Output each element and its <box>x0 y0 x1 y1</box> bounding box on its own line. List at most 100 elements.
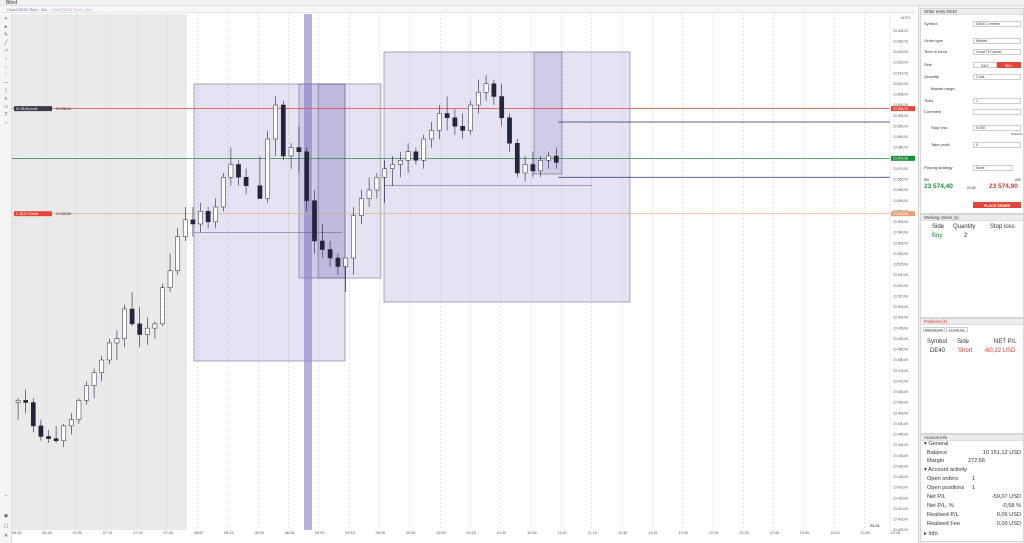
price-tick-label: 23 565,00 <box>893 178 908 182</box>
candle <box>182 207 188 241</box>
candle <box>429 122 434 148</box>
vertical-line-icon[interactable]: | <box>5 88 7 94</box>
crosshair-icon[interactable]: + <box>4 16 8 22</box>
eye-icon[interactable]: ◉ <box>3 513 9 519</box>
candle <box>288 143 294 169</box>
zoom-out-icon[interactable]: − <box>4 493 8 499</box>
tab-chart-de30[interactable]: Chart DE30 Time - 3m <box>51 7 91 12</box>
placing-strategy-select[interactable]: None <box>973 165 1013 171</box>
candle-body <box>436 113 442 131</box>
candle <box>468 100 473 135</box>
ticks-field[interactable]: 1 <box>973 98 1021 104</box>
candle-body <box>46 436 51 439</box>
net-pl-label: Net P/L <box>927 494 946 500</box>
candle <box>167 253 173 292</box>
price-tick-label: 23 635,00 <box>893 29 908 33</box>
open-positions-label: Open positions <box>927 485 965 491</box>
symbol-select[interactable]: DE40 1 meters <box>973 21 1021 27</box>
place-order-button[interactable]: PLACE ORDER <box>973 202 1021 208</box>
candle <box>129 292 135 326</box>
row-net-pl: -60,22 USD <box>984 348 1016 354</box>
order-type-select[interactable]: Market <box>973 38 1021 44</box>
market-range-checkbox-label[interactable]: Market range <box>931 86 955 91</box>
tif-select[interactable]: Good Til Cancel <box>973 49 1021 55</box>
col-net-pl: NET P/L <box>994 339 1017 345</box>
close-all-button[interactable]: CLOSE ALL <box>946 327 968 332</box>
tab-chart-de40[interactable]: Chart DE40 Time - 3m <box>7 7 47 12</box>
magnet-icon[interactable]: ∩ <box>4 120 8 126</box>
price-chart[interactable]: AUTO 23 635,00 23 630,00 23 625,00 23 620,00… <box>12 14 916 539</box>
price-tick-label: 23 560,00 <box>893 188 908 192</box>
sell-button[interactable]: SELL <box>997 62 1021 68</box>
candle <box>413 147 419 165</box>
candle <box>114 330 120 360</box>
cursor-icon[interactable]: ▸ <box>4 24 8 30</box>
realised-fee-value: 0,00 USD <box>996 521 1021 527</box>
arrow-up-icon[interactable]: ↑ <box>4 72 8 78</box>
pencil-icon[interactable]: ✎ <box>3 32 9 38</box>
candle <box>522 156 528 182</box>
candle-body <box>491 83 497 97</box>
fib-icon[interactable]: ≡ <box>4 96 8 102</box>
bid-price[interactable]: 23 574,40 <box>924 183 953 190</box>
account-activity-section[interactable]: ▾ Account activity <box>924 467 967 473</box>
positions-panel: Positions (1) BREAKEVEN CLOSE ALL Symbol… <box>920 318 1024 434</box>
candle <box>243 168 249 195</box>
price-tick-label: 23 535,00 <box>893 241 908 245</box>
trash-icon[interactable]: ✕ <box>3 533 9 539</box>
buy-button[interactable]: BUY <box>973 62 997 68</box>
time-tick-label: 08:30 <box>254 531 264 535</box>
open-orders-row: Open orders 1 <box>927 476 1023 483</box>
order-entry-title: Order entry DE40 <box>921 9 1023 15</box>
candle-body <box>257 185 263 199</box>
price-tick-label: 23 405,00 <box>893 518 908 522</box>
quantity-stepper[interactable]: 2 lots <box>973 74 1021 80</box>
stop-loss-checkbox-label[interactable]: Stop loss <box>931 125 948 130</box>
take-profit-field[interactable]: 0 <box>973 142 1021 148</box>
candle <box>53 425 59 443</box>
candle <box>304 147 310 212</box>
take-profit-checkbox-label[interactable]: Take profit <box>931 142 950 147</box>
price-tick-label: 23 545,00 <box>893 220 908 224</box>
candle <box>343 257 349 292</box>
candle <box>507 113 512 152</box>
horizontal-line-icon[interactable]: — <box>3 80 9 86</box>
lock-icon[interactable]: ▢ <box>3 523 9 529</box>
candle-body <box>444 113 450 118</box>
candles <box>15 75 559 448</box>
general-section[interactable]: ▾ General <box>924 441 949 447</box>
info-section[interactable]: ▸ Info <box>924 531 938 537</box>
price-tick-label: 23 445,00 <box>893 433 908 437</box>
time-tick-label: 07:30 <box>133 531 143 535</box>
breakeven-button[interactable]: BREAKEVEN <box>923 327 945 332</box>
chart-tabs: Chart DE40 Time - 3m Chart DE30 Time - 3… <box>0 6 916 13</box>
candle-body <box>84 385 89 401</box>
margin-row: Margin 272,66 <box>927 458 1023 465</box>
price-marker <box>891 106 915 112</box>
candle <box>273 96 278 156</box>
margin-value: 272,66 <box>967 458 985 464</box>
order-line-badge <box>14 211 52 217</box>
rectangle-icon[interactable]: ▭ <box>3 104 9 110</box>
text-icon[interactable]: T <box>4 112 8 118</box>
arrow-down-icon[interactable]: ↓ <box>4 64 8 70</box>
candle-body <box>228 164 234 178</box>
time-tick-label: 10:45 <box>527 531 537 535</box>
stop-loss-field[interactable]: 5 000 <box>973 125 1021 131</box>
trend-line-icon[interactable]: ╱ <box>4 40 8 46</box>
circle-icon[interactable]: ○ <box>4 56 8 62</box>
price-tick-label: 23 610,00 <box>893 82 908 86</box>
net-pl-pct-label: Net P/L, % <box>927 503 954 509</box>
ray-icon[interactable]: ↗ <box>3 48 9 54</box>
ask-price[interactable]: 23 574,90 <box>989 183 1018 190</box>
price-tick-label: 23 465,00 <box>893 390 908 394</box>
candle <box>30 398 36 433</box>
account-info-panel: Account info ▾ General Balance 10 151,12 … <box>920 434 1024 542</box>
candle <box>514 139 520 178</box>
candle-body <box>405 151 411 161</box>
candle <box>530 151 536 178</box>
price-tick-label: 23 570,00 <box>893 167 908 171</box>
col-quantity: Quantity <box>953 224 976 230</box>
comment-field[interactable] <box>973 109 1021 115</box>
time-tick-label: 07:45 <box>163 531 174 535</box>
